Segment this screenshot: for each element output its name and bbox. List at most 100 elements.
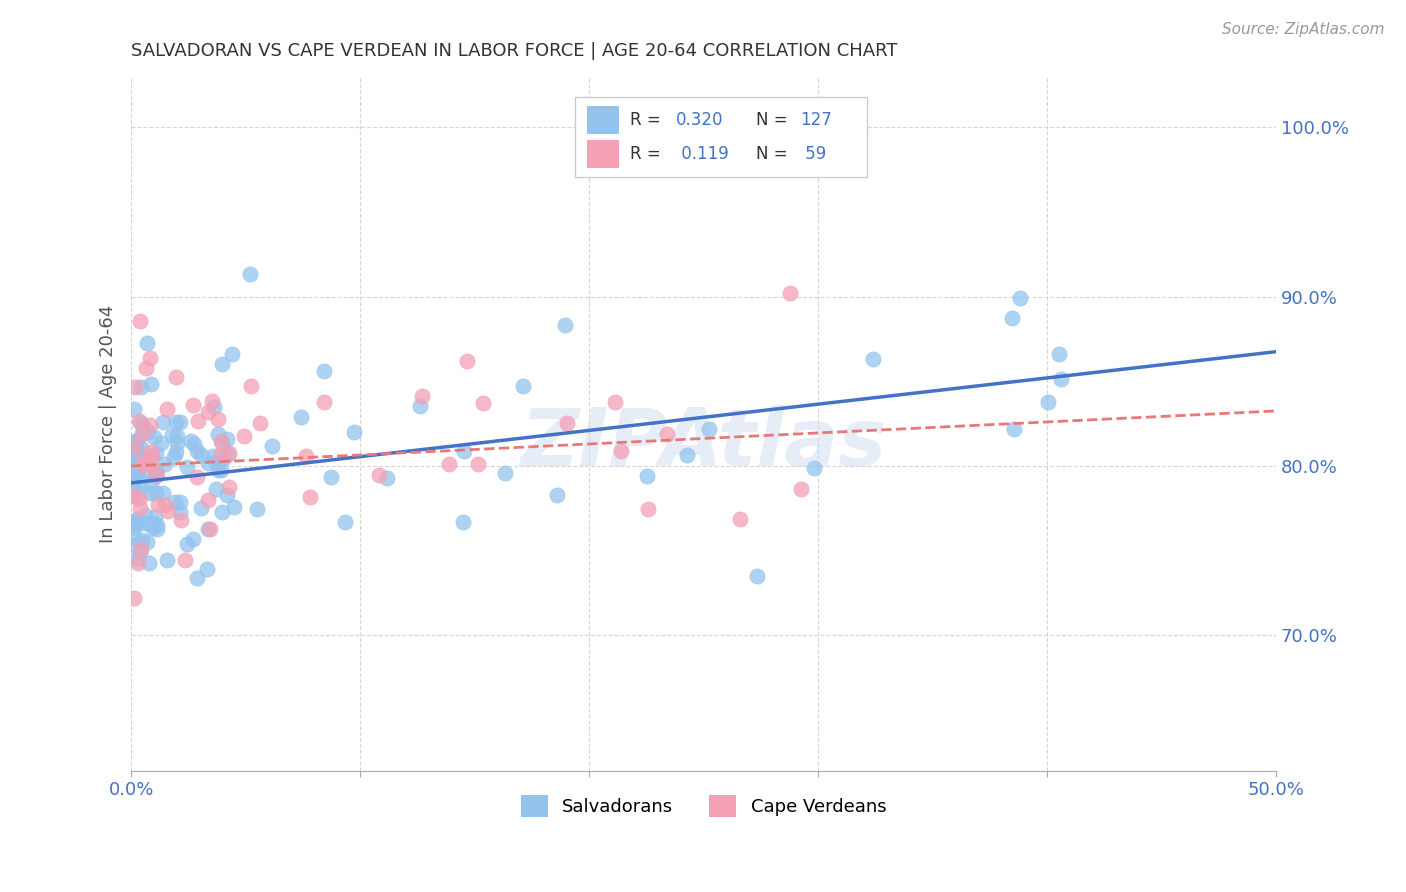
Point xyxy=(221,347,243,361)
Text: 0.320: 0.320 xyxy=(676,111,724,128)
Point xyxy=(494,467,516,481)
Point xyxy=(186,443,208,458)
Point xyxy=(132,453,155,467)
Point xyxy=(169,513,191,527)
Point xyxy=(128,486,150,500)
Point xyxy=(201,449,224,463)
Text: SALVADORAN VS CAPE VERDEAN IN LABOR FORCE | AGE 20-64 CORRELATION CHART: SALVADORAN VS CAPE VERDEAN IN LABOR FORC… xyxy=(131,42,898,60)
Bar xyxy=(586,140,619,169)
Point xyxy=(190,448,212,462)
Point xyxy=(139,517,162,532)
Point xyxy=(122,530,145,544)
Point xyxy=(134,508,156,522)
Point xyxy=(1001,310,1024,325)
Point xyxy=(139,418,162,433)
Point xyxy=(129,500,152,515)
FancyBboxPatch shape xyxy=(575,96,868,177)
Point xyxy=(146,468,169,483)
Text: R =: R = xyxy=(630,111,666,128)
Point xyxy=(142,521,165,535)
Point xyxy=(127,434,149,448)
Point xyxy=(136,425,159,439)
Point xyxy=(411,389,433,403)
Point xyxy=(554,318,576,333)
Point xyxy=(122,450,145,464)
Point xyxy=(209,434,232,448)
Point xyxy=(367,468,389,483)
Point xyxy=(129,474,152,488)
Point xyxy=(127,463,149,477)
Point xyxy=(790,482,813,496)
Point xyxy=(152,485,174,500)
Point xyxy=(153,457,176,471)
Point xyxy=(603,395,626,409)
Point xyxy=(211,505,233,519)
Point xyxy=(437,458,460,472)
Point xyxy=(207,463,229,477)
Point xyxy=(211,436,233,450)
Point xyxy=(141,459,163,474)
Point xyxy=(312,394,335,409)
Point xyxy=(240,378,263,392)
Point xyxy=(169,415,191,429)
Point xyxy=(343,425,366,439)
Point xyxy=(165,444,187,458)
Point xyxy=(129,314,152,328)
Point xyxy=(122,489,145,503)
Point xyxy=(124,435,146,450)
Point xyxy=(557,416,579,430)
Point xyxy=(176,536,198,550)
Point xyxy=(637,502,659,516)
Point xyxy=(153,498,176,512)
Point xyxy=(129,545,152,559)
Point xyxy=(156,402,179,417)
Point xyxy=(132,516,155,530)
Point xyxy=(141,450,163,464)
Point xyxy=(135,534,157,549)
Point xyxy=(212,451,235,466)
Point xyxy=(209,463,232,477)
Point xyxy=(127,467,149,482)
Point xyxy=(129,442,152,456)
Point xyxy=(335,516,357,530)
Point xyxy=(451,515,474,529)
Text: ZIPAtlas: ZIPAtlas xyxy=(520,406,887,483)
Point xyxy=(146,498,169,512)
Point xyxy=(195,562,218,576)
Point xyxy=(176,460,198,475)
Point xyxy=(190,501,212,516)
Point xyxy=(198,522,221,536)
Point xyxy=(125,462,148,476)
Point xyxy=(1050,372,1073,386)
Point xyxy=(205,455,228,469)
Point xyxy=(142,516,165,531)
Point xyxy=(122,473,145,487)
Point xyxy=(186,470,208,484)
Point xyxy=(314,364,336,378)
Point xyxy=(156,553,179,567)
Point xyxy=(202,400,225,414)
Y-axis label: In Labor Force | Age 20-64: In Labor Force | Age 20-64 xyxy=(100,304,117,542)
Point xyxy=(156,504,179,518)
Point xyxy=(180,434,202,449)
Point xyxy=(122,463,145,477)
Point xyxy=(163,495,186,509)
Point xyxy=(169,505,191,519)
Point xyxy=(138,556,160,570)
Text: R =: R = xyxy=(630,145,666,163)
Point xyxy=(217,487,239,501)
Point xyxy=(181,399,204,413)
Point xyxy=(122,538,145,552)
Point xyxy=(129,542,152,557)
Point xyxy=(146,523,169,537)
Point xyxy=(467,457,489,471)
Point xyxy=(204,482,226,496)
Text: 59: 59 xyxy=(800,145,825,163)
Point xyxy=(321,470,343,484)
Point xyxy=(129,446,152,460)
Point xyxy=(546,488,568,502)
Point xyxy=(122,514,145,528)
Point xyxy=(375,471,398,485)
Point xyxy=(124,380,146,394)
Point xyxy=(166,428,188,442)
